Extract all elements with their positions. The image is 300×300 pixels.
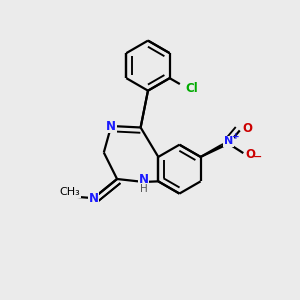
Text: N: N <box>224 136 233 146</box>
Text: O: O <box>246 148 256 161</box>
Text: H: H <box>140 184 147 194</box>
Text: N: N <box>139 173 148 186</box>
Text: N: N <box>106 119 116 133</box>
Text: Cl: Cl <box>185 82 198 95</box>
Text: N: N <box>88 192 98 205</box>
Text: CH₃: CH₃ <box>60 187 80 197</box>
Text: +: + <box>232 132 240 141</box>
Text: −: − <box>253 152 263 162</box>
Text: O: O <box>242 122 252 135</box>
